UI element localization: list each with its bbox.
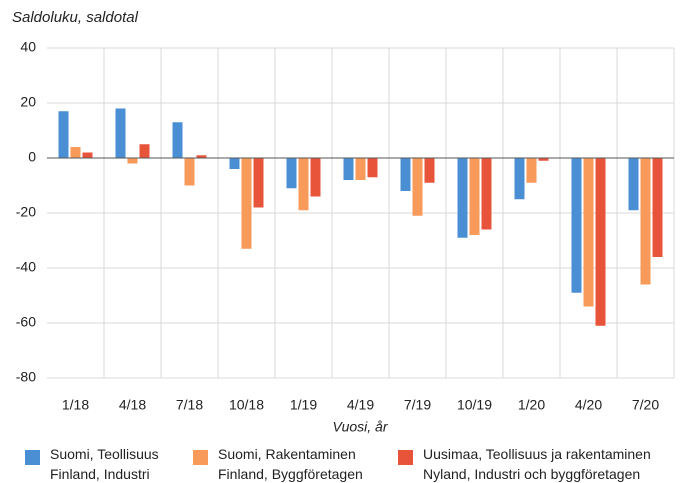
bar <box>298 158 309 211</box>
bar <box>184 158 195 186</box>
bar <box>571 158 582 293</box>
x-tick-label: 1/18 <box>62 397 89 413</box>
x-tick-label: 10/19 <box>457 397 492 413</box>
x-tick-label: 7/19 <box>404 397 431 413</box>
bar <box>343 158 354 180</box>
bar <box>70 147 81 158</box>
bar <box>229 158 240 169</box>
bar <box>82 152 93 158</box>
legend-label: Suomi, Rakentaminen Finland, Byggföretag… <box>218 446 363 482</box>
x-tick-label: 4/18 <box>119 397 146 413</box>
y-tick-label: -80 <box>16 369 36 385</box>
x-tick-label: 10/18 <box>229 397 264 413</box>
legend-swatch <box>25 450 40 465</box>
bar <box>115 108 126 158</box>
bar <box>640 158 651 285</box>
y-tick-label: 0 <box>28 149 36 165</box>
bar <box>652 158 663 257</box>
bar <box>469 158 480 235</box>
y-tick-label: -40 <box>16 259 36 275</box>
bar <box>457 158 468 238</box>
bar <box>628 158 639 211</box>
bar <box>241 158 252 249</box>
x-tick-label: 7/20 <box>632 397 659 413</box>
chart: Saldoluku, saldotal Vuosi, år -80 -60 -40 -… <box>12 9 675 435</box>
bar <box>424 158 435 183</box>
x-tick-label: 1/19 <box>290 397 317 413</box>
bar <box>286 158 297 189</box>
bar <box>58 111 69 158</box>
bar <box>139 144 150 158</box>
bar <box>400 158 411 191</box>
bar <box>127 158 138 164</box>
x-axis-label: Vuosi, år <box>333 419 389 435</box>
x-tick-label: 4/19 <box>347 397 374 413</box>
bar <box>310 158 321 197</box>
y-tick-label: 40 <box>20 39 36 55</box>
y-tick-label: 20 <box>20 94 36 110</box>
x-tick-label: 4/20 <box>575 397 602 413</box>
bar <box>355 158 366 180</box>
y-tick-label: -20 <box>16 204 36 220</box>
x-tick-label: 1/20 <box>518 397 545 413</box>
bar <box>538 158 549 161</box>
bar <box>526 158 537 183</box>
bar <box>583 158 594 307</box>
legend-swatch <box>193 450 208 465</box>
legend-label: Uusimaa, Teollisuus ja rakentaminen Nyla… <box>423 446 651 482</box>
bar <box>481 158 492 230</box>
x-tick-label: 7/18 <box>176 397 203 413</box>
bar <box>367 158 378 178</box>
bar <box>196 155 207 158</box>
legend-swatch <box>398 450 413 465</box>
bar <box>253 158 264 208</box>
legend-label: Suomi, Teollisuus Finland, Industri <box>50 446 159 482</box>
chart-title: Saldoluku, saldotal <box>12 9 139 26</box>
bar <box>172 122 183 158</box>
bar <box>595 158 606 326</box>
y-tick-label: -60 <box>16 314 36 330</box>
bar <box>412 158 423 216</box>
bar <box>514 158 525 200</box>
